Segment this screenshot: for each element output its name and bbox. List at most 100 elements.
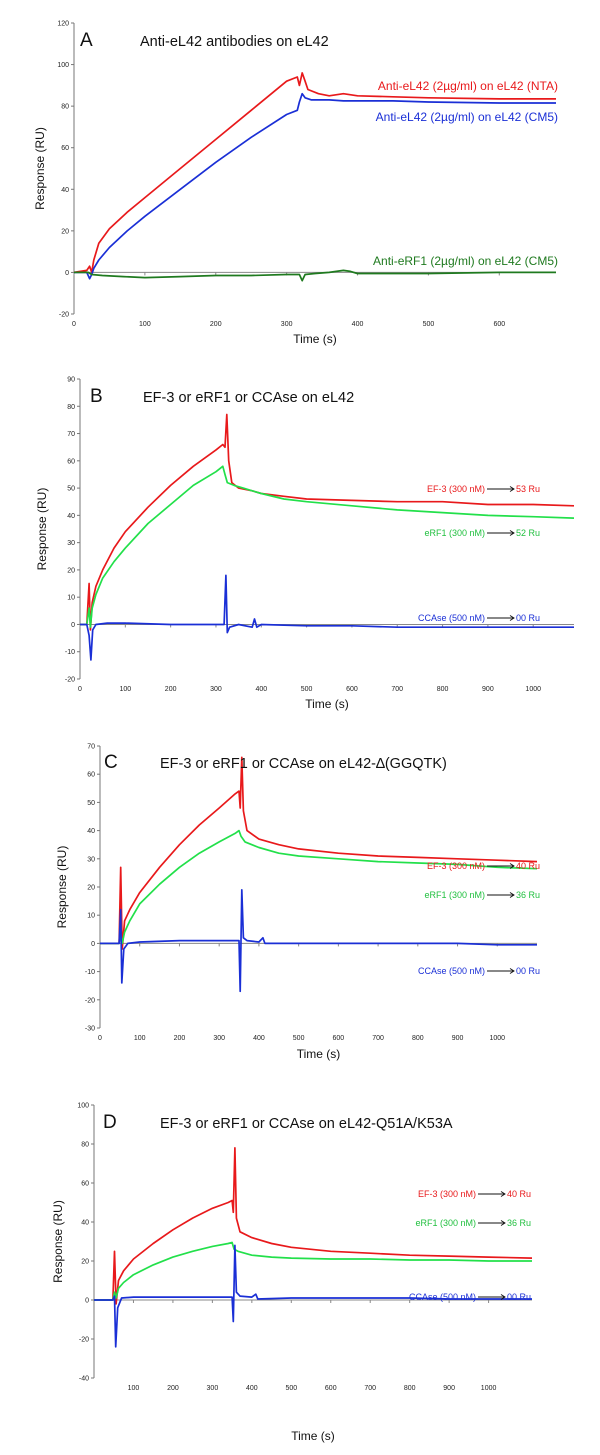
- result-label-1: 40 Ru: [516, 861, 540, 871]
- x-axis-title: Time (s): [305, 697, 349, 711]
- y-tick-label: -20: [65, 677, 75, 684]
- x-tick-label: 600: [325, 1385, 337, 1392]
- x-tick-label: 900: [482, 686, 494, 693]
- x-tick-label: 900: [452, 1035, 464, 1042]
- y-tick-label: 30: [87, 856, 95, 863]
- y-axis-title: Response (RU): [51, 1200, 65, 1283]
- x-tick-label: 1000: [525, 686, 541, 693]
- x-tick-label: 300: [210, 686, 222, 693]
- y-tick-label: -20: [79, 1337, 89, 1344]
- series-label-2: eRF1 (300 nM): [415, 1218, 476, 1228]
- x-tick-label: 800: [437, 686, 449, 693]
- y-tick-label: 50: [67, 486, 75, 493]
- y-tick-label: 10: [67, 595, 75, 602]
- x-tick-label: 600: [333, 1035, 345, 1042]
- panel-letter: C: [104, 752, 118, 773]
- arrow-head-icon: [509, 530, 515, 536]
- arrow-head-icon: [509, 968, 515, 974]
- panel-letter: A: [80, 30, 93, 51]
- x-tick-label: 300: [207, 1385, 219, 1392]
- series-label-3: Anti-eRF1 (2µg/ml) on eL42 (CM5): [373, 254, 558, 268]
- series-line-1: [73, 72, 556, 274]
- y-tick-label: 20: [61, 228, 69, 235]
- panel-letter: B: [90, 386, 103, 407]
- series-label-1: Anti-eL42 (2µg/ml) on eL42 (NTA): [378, 79, 558, 93]
- y-tick-label: -10: [85, 969, 95, 976]
- y-tick-label: 70: [67, 431, 75, 438]
- x-axis-title: Time (s): [297, 1047, 341, 1061]
- y-tick-label: 40: [61, 187, 69, 194]
- x-tick-label: 200: [174, 1035, 186, 1042]
- y-tick-label: 30: [67, 540, 75, 547]
- x-tick-label: 700: [391, 686, 403, 693]
- y-tick-label: 40: [67, 513, 75, 520]
- y-axis-title: Response (RU): [55, 846, 69, 929]
- series-label-3: CCAse (500 nM): [409, 1292, 476, 1302]
- x-tick-label: 500: [301, 686, 313, 693]
- x-tick-label: 400: [255, 686, 267, 693]
- x-tick-label: 900: [443, 1385, 455, 1392]
- x-tick-label: 800: [412, 1035, 424, 1042]
- panel-d: -40 -20 0 20 40 60 80 100 100 200 300 400 500 600 700 8…: [51, 1103, 533, 1443]
- panel-title: EF-3 or eRF1 or CCAse on eL42-Q51A/K53A: [160, 1116, 453, 1132]
- y-tick-label: 80: [67, 404, 75, 411]
- series-label-3: CCAse (500 nM): [418, 966, 485, 976]
- series-line-1: [94, 1147, 533, 1305]
- y-tick-label: 40: [81, 1220, 89, 1227]
- result-label-3: 00 Ru: [507, 1292, 531, 1302]
- x-tick-label: 100: [119, 686, 131, 693]
- x-tick-label: 400: [352, 321, 364, 328]
- y-tick-label: 120: [57, 21, 69, 28]
- x-tick-label: 1000: [481, 1385, 497, 1392]
- x-tick-label: 800: [404, 1385, 416, 1392]
- result-label-1: 40 Ru: [507, 1189, 531, 1199]
- x-tick-label: 200: [165, 686, 177, 693]
- y-tick-label: 20: [87, 885, 95, 892]
- series-label-2: eRF1 (300 nM): [424, 890, 485, 900]
- arrow-head-icon: [500, 1294, 506, 1300]
- x-axis-title: Time (s): [293, 332, 337, 346]
- y-tick-label: -20: [59, 312, 69, 319]
- series-line-2: [100, 829, 538, 945]
- y-axis-title: Response (RU): [35, 488, 49, 571]
- y-tick-label: 20: [67, 567, 75, 574]
- series-label-1: EF-3 (300 nM): [427, 861, 485, 871]
- y-axis-title: Response (RU): [33, 127, 47, 210]
- y-tick-label: -30: [85, 1026, 95, 1033]
- result-label-2: 52 Ru: [516, 528, 540, 538]
- series-label-2: Anti-eL42 (2µg/ml) on eL42 (CM5): [376, 110, 558, 124]
- result-label-3: 00 Ru: [516, 966, 540, 976]
- x-tick-label: 400: [253, 1035, 265, 1042]
- x-tick-label: 300: [213, 1035, 225, 1042]
- y-tick-label: 80: [61, 104, 69, 111]
- y-tick-label: -40: [79, 1376, 89, 1383]
- y-tick-label: 70: [87, 744, 95, 751]
- x-tick-label: 700: [372, 1035, 384, 1042]
- x-tick-label: 0: [78, 686, 82, 693]
- x-tick-label: 1000: [489, 1035, 505, 1042]
- result-label-3: 00 Ru: [516, 613, 540, 623]
- x-tick-label: 500: [423, 321, 435, 328]
- y-tick-label: -20: [85, 997, 95, 1004]
- arrow-head-icon: [500, 1191, 506, 1197]
- x-tick-label: 700: [364, 1385, 376, 1392]
- y-tick-label: 50: [87, 800, 95, 807]
- y-tick-label: 80: [81, 1142, 89, 1149]
- y-tick-label: 60: [67, 458, 75, 465]
- x-tick-label: 600: [346, 686, 358, 693]
- y-tick-label: -10: [65, 649, 75, 656]
- x-tick-label: 100: [128, 1385, 140, 1392]
- arrow-head-icon: [500, 1220, 506, 1226]
- arrow-head-icon: [509, 615, 515, 621]
- x-tick-label: 200: [210, 321, 222, 328]
- panel-title: EF-3 or eRF1 or CCAse on eL42-∆(GGQTK): [160, 756, 447, 772]
- x-tick-label: 100: [139, 321, 151, 328]
- series-line-3: [74, 269, 556, 282]
- x-tick-label: 300: [281, 321, 293, 328]
- y-tick-label: 60: [87, 772, 95, 779]
- panel-title: EF-3 or eRF1 or CCAse on eL42: [143, 390, 354, 406]
- series-line-3: [100, 888, 537, 993]
- series-label-1: EF-3 (300 nM): [427, 484, 485, 494]
- y-tick-label: 20: [81, 1259, 89, 1266]
